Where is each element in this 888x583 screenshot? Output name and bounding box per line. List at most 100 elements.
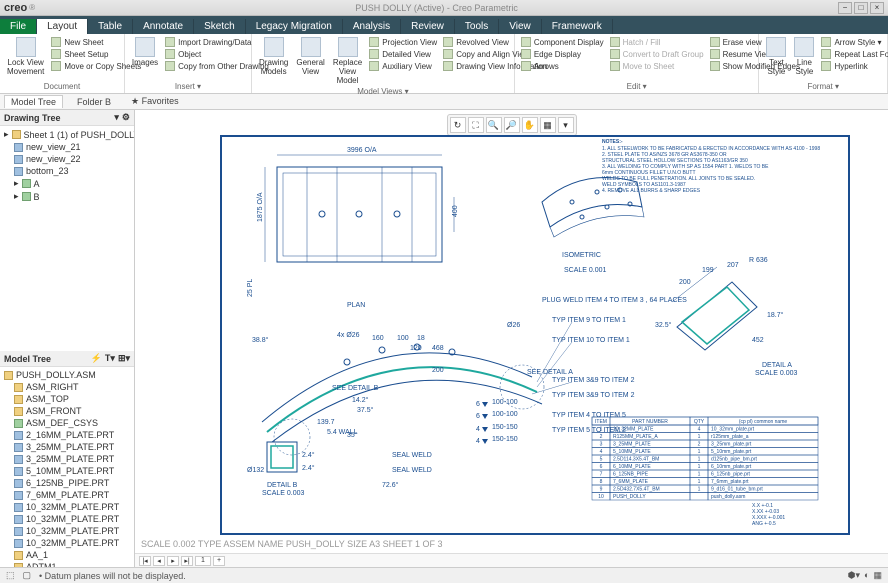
drawing-tree: ▸Sheet 1 (1) of PUSH_DOLLY.DRW new_view_… <box>0 126 134 236</box>
svg-text:R 636: R 636 <box>749 257 768 264</box>
mtree-item[interactable]: 10_32MM_PLATE.PRT <box>2 501 132 513</box>
tool-zoom-in[interactable]: 🔍 <box>486 117 502 133</box>
sheet-icon <box>12 130 21 139</box>
tree-filter-icon[interactable]: ▾ <box>114 112 119 123</box>
tree-item[interactable]: new_view_22 <box>2 153 132 165</box>
detailed-button[interactable]: Detailed View <box>367 48 439 60</box>
line-style-button[interactable]: Line Style <box>791 36 817 77</box>
tool-pan[interactable]: ✋ <box>522 117 538 133</box>
tab-file[interactable]: File <box>0 19 37 34</box>
main-area: Drawing Tree ▾ ⚙ ▸Sheet 1 (1) of PUSH_DO… <box>0 110 888 567</box>
mtree-item[interactable]: 10_32MM_PLATE.PRT <box>2 537 132 549</box>
mtree-item[interactable]: ASM_FRONT <box>2 405 132 417</box>
tree-item[interactable]: ▸A <box>2 177 132 190</box>
tree-tab-fav[interactable]: ★ Favorites <box>125 95 185 108</box>
tab-review[interactable]: Review <box>401 19 455 34</box>
auxiliary-button[interactable]: Auxiliary View <box>367 60 439 72</box>
svg-text:SCALE 0.003: SCALE 0.003 <box>755 370 798 377</box>
tool-more[interactable]: ▾ <box>558 117 574 133</box>
replace-model-button[interactable]: Replace View Model <box>330 36 365 86</box>
tree-tab-folder[interactable]: Folder B <box>71 96 117 108</box>
sheet-indicator[interactable]: 1 <box>195 556 211 566</box>
edge-button[interactable]: Edge Display <box>519 48 606 60</box>
projection-button[interactable]: Projection View <box>367 36 439 48</box>
mtree-item[interactable]: 10_32MM_PLATE.PRT <box>2 525 132 537</box>
tab-legacy[interactable]: Legacy Migration <box>246 19 343 34</box>
status-grid-icon[interactable]: ▦ <box>873 570 882 581</box>
svg-text:100-100: 100-100 <box>492 399 518 406</box>
tool-refresh[interactable]: ↻ <box>450 117 466 133</box>
mtree-item[interactable]: 2_16MM_PLATE.PRT <box>2 429 132 441</box>
mtree-item[interactable]: 3_25MM_PLATE.PRT <box>2 441 132 453</box>
tool-display[interactable]: ▦ <box>540 117 556 133</box>
hyperlink-button[interactable]: Hyperlink <box>819 60 888 72</box>
tab-framework[interactable]: Framework <box>542 19 613 34</box>
status-geom-icon[interactable]: ⬢▾ <box>848 570 860 581</box>
status-disp-icon[interactable]: ◐ <box>864 570 869 581</box>
drawing-models-button[interactable]: Drawing Models <box>256 36 291 77</box>
text-style-button[interactable]: Text Style <box>763 36 789 77</box>
tab-layout[interactable]: Layout <box>37 19 88 34</box>
part-icon <box>14 491 23 500</box>
nav-first[interactable]: |◂ <box>139 556 151 566</box>
mtree-item[interactable]: 6_125NB_PIPE.PRT <box>2 477 132 489</box>
tree-item[interactable]: ▸B <box>2 190 132 203</box>
tab-table[interactable]: Table <box>88 19 133 34</box>
mtree-item[interactable]: 5_10MM_PLATE.PRT <box>2 465 132 477</box>
mtree-item[interactable]: 3_25MM_PLATE.PRT <box>2 453 132 465</box>
maximize-button[interactable]: □ <box>854 2 868 14</box>
arrowstyle-button[interactable]: Arrow Style ▾ <box>819 36 888 48</box>
repeat-button[interactable]: Repeat Last Format <box>819 48 888 60</box>
general-view-button[interactable]: General View <box>293 36 327 77</box>
tree-root[interactable]: ▸Sheet 1 (1) of PUSH_DOLLY.DRW <box>2 128 132 141</box>
mtree-settings-icon[interactable]: T▾ <box>105 353 115 364</box>
sheet-navbar: |◂ ◂ ▸ ▸| 1 + <box>135 553 888 567</box>
svg-text:PART NUMBER: PART NUMBER <box>632 419 668 425</box>
minimize-button[interactable]: − <box>838 2 852 14</box>
tab-analysis[interactable]: Analysis <box>343 19 401 34</box>
movesheet-button[interactable]: Move to Sheet <box>608 60 706 72</box>
drawing-canvas[interactable]: ↻ ⛶ 🔍 🔎 ✋ ▦ ▾ 399 <box>135 110 888 567</box>
mtree-item[interactable]: 7_6MM_PLATE.PRT <box>2 489 132 501</box>
tree-tab-model[interactable]: Model Tree <box>4 95 63 108</box>
ribbon-tabbar: File Layout Table Annotate Sketch Legacy… <box>0 16 888 34</box>
nav-prev[interactable]: ◂ <box>153 556 165 566</box>
statusbar: ⬚ ▢ • Datum planes will not be displayed… <box>0 567 888 583</box>
nav-next[interactable]: ▸ <box>167 556 179 566</box>
tab-view[interactable]: View <box>499 19 542 34</box>
svg-text:7: 7 <box>600 472 603 478</box>
repeat-icon <box>821 49 831 59</box>
tool-zoom-out[interactable]: 🔎 <box>504 117 520 133</box>
mtree-root[interactable]: PUSH_DOLLY.ASM <box>2 369 132 381</box>
mtree-opts-icon[interactable]: ⊞▾ <box>118 353 130 364</box>
tab-sketch[interactable]: Sketch <box>194 19 246 34</box>
nav-add[interactable]: + <box>213 556 225 566</box>
component-button[interactable]: Component Display <box>519 36 606 48</box>
mtree-item[interactable]: AA_1 <box>2 549 132 561</box>
mtree-filter-icon[interactable]: ⚡ <box>91 353 102 364</box>
svg-text:3: 3 <box>600 442 603 448</box>
tree-item[interactable]: new_view_21 <box>2 141 132 153</box>
lock-view-button[interactable]: Lock View Movement <box>4 36 47 77</box>
mtree-item[interactable]: 10_32MM_PLATE.PRT <box>2 513 132 525</box>
convert-button[interactable]: Convert to Draft Group <box>608 48 706 60</box>
arrows-button[interactable]: Arrows <box>519 60 606 72</box>
nav-last[interactable]: ▸| <box>181 556 193 566</box>
part-icon <box>14 455 23 464</box>
mtree-item[interactable]: ADTM1 <box>2 561 132 567</box>
svg-text:Ø26: Ø26 <box>507 322 520 329</box>
svg-text:7_6mm_plate.prt: 7_6mm_plate.prt <box>711 479 749 485</box>
tab-tools[interactable]: Tools <box>455 19 499 34</box>
close-button[interactable]: × <box>870 2 884 14</box>
mtree-item[interactable]: ASM_TOP <box>2 393 132 405</box>
tool-zoom-fit[interactable]: ⛶ <box>468 117 484 133</box>
images-button[interactable]: Images <box>129 36 161 68</box>
mtree-item[interactable]: ASM_RIGHT <box>2 381 132 393</box>
tree-settings-icon[interactable]: ⚙ <box>122 112 130 123</box>
part-icon <box>14 563 23 568</box>
mtree-item[interactable]: ASM_DEF_CSYS <box>2 417 132 429</box>
tab-annotate[interactable]: Annotate <box>133 19 194 34</box>
svg-text:PUSH_DOLLY: PUSH_DOLLY <box>613 494 646 500</box>
tree-item[interactable]: bottom_23 <box>2 165 132 177</box>
hatch-button[interactable]: Hatch / Fill <box>608 36 706 48</box>
